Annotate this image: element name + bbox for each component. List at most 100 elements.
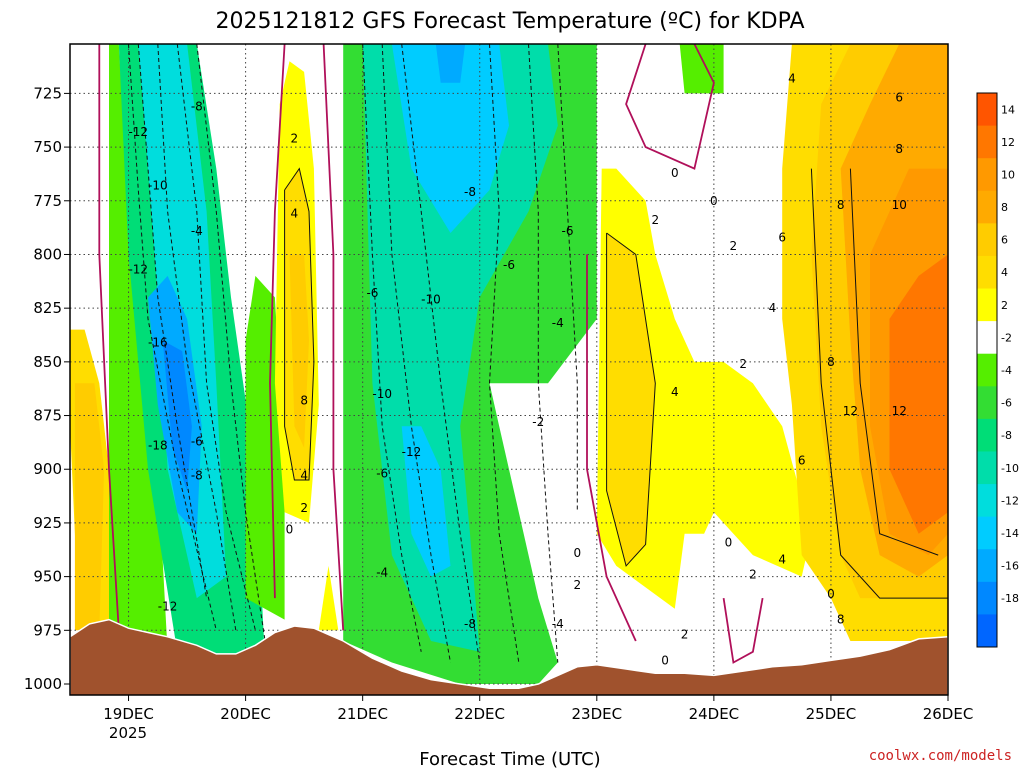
zero-contour-3 xyxy=(586,254,637,642)
colorbar-label: 2 xyxy=(1001,299,1008,312)
terrain-fill xyxy=(70,618,948,695)
contour-label: -2 xyxy=(532,415,544,429)
plot-frame xyxy=(69,43,949,696)
contour-lines xyxy=(98,44,948,664)
contour-label: 2 xyxy=(739,357,747,371)
contour-label: -12 xyxy=(128,125,148,139)
temp-region-20 xyxy=(679,44,724,94)
contour-label: 8 xyxy=(837,613,845,627)
contour-label: 4 xyxy=(300,469,308,483)
y-tick-label: 775 xyxy=(33,192,62,210)
colorbar-label: 14 xyxy=(1001,103,1015,116)
contour-label: -8 xyxy=(464,617,476,631)
colorbar-label: 12 xyxy=(1001,136,1015,149)
contour-label: 12 xyxy=(892,404,907,418)
x-tick-label: 22DEC xyxy=(454,705,505,723)
contour-label: -8 xyxy=(464,185,476,199)
contour-label: 4 xyxy=(769,301,777,315)
contour-labels: -12-8-10-4-12-16-18 -6-8-12248420-6-10-6-… xyxy=(128,71,906,667)
negative-contour-10 xyxy=(557,44,578,513)
contour-label: 6 xyxy=(778,230,786,244)
y-tick-label: 975 xyxy=(33,621,62,639)
x-axis: 19DEC 20DEC 21DEC 22DEC 23DEC 24DEC 25DEC 26DEC xyxy=(103,695,973,723)
contour-label: 6 xyxy=(895,91,903,105)
contour-label: 4 xyxy=(788,71,796,85)
zero-contour-5 xyxy=(722,597,764,664)
negative-contour-4 xyxy=(196,44,266,642)
colorbar-label: 4 xyxy=(1001,266,1008,279)
zero-contour-4 xyxy=(625,44,715,170)
colorbar-label: -12 xyxy=(1001,494,1019,507)
temp-region-6 xyxy=(162,340,192,491)
contour-label: 4 xyxy=(778,552,786,566)
contour-label: -10 xyxy=(372,387,392,401)
contour-label: 2 xyxy=(749,567,757,581)
colorbar-label: -16 xyxy=(1001,560,1019,573)
contour-label: 0 xyxy=(725,535,733,549)
negative-contour-9 xyxy=(528,44,559,663)
zero-contour-2 xyxy=(322,44,345,631)
terrain-layer xyxy=(70,618,948,695)
positive-contour-0 xyxy=(284,167,315,481)
colorbar-label: -6 xyxy=(1001,397,1012,410)
contour-label: 0 xyxy=(710,194,718,208)
colorbar-label: -14 xyxy=(1001,527,1019,540)
contour-label: 0 xyxy=(573,546,581,560)
contour-label: 0 xyxy=(671,166,679,180)
x-tick-label: 20DEC xyxy=(220,705,271,723)
x-axis-title: Forecast Time (UTC) xyxy=(419,749,600,768)
colorbar-label: 6 xyxy=(1001,234,1008,247)
colorbar-swatch xyxy=(977,451,997,485)
colorbar-swatch xyxy=(977,158,997,192)
colorbar-swatch xyxy=(977,93,997,127)
y-tick-label: 1000 xyxy=(24,675,62,693)
colorbar-label: 10 xyxy=(1001,168,1015,181)
colorbar-swatch xyxy=(977,516,997,550)
contour-label: -4 xyxy=(191,224,203,238)
colorbar-swatch xyxy=(977,484,997,518)
credit-text: coolwx.com/models xyxy=(869,748,1012,764)
contour-label: 8 xyxy=(300,394,308,408)
zero-contour-0 xyxy=(98,44,120,631)
colorbar-swatch xyxy=(977,288,997,322)
negative-contour-5 xyxy=(362,44,422,652)
contour-label: -16 xyxy=(148,336,168,350)
x-tick-label: 26DEC xyxy=(923,705,974,723)
x-tick-label: 21DEC xyxy=(337,705,388,723)
temp-region-12 xyxy=(318,565,339,631)
x-tick-label: 19DEC xyxy=(103,705,154,723)
contour-label: -10 xyxy=(148,179,168,193)
contour-label: -6 xyxy=(503,258,515,272)
colorbar-swatch xyxy=(977,581,997,615)
colorbar-frame xyxy=(976,92,998,648)
contour-label: -6 xyxy=(562,224,574,238)
grid-lines xyxy=(70,44,948,695)
colorbar-legend: 14 12 10 8 6 4 2 -2 -4 -6 -8 -10 -12 -14 -16 -18 xyxy=(976,92,1019,648)
contour-label: 8 xyxy=(827,355,835,369)
contour-label: -4 xyxy=(552,316,564,330)
contour-label: -12 xyxy=(128,263,148,277)
contour-label: 8 xyxy=(895,142,903,156)
y-axis: 725 750 775 800 825 850 875 900 925 950 975 1000 xyxy=(24,84,70,693)
colorbar-label: -4 xyxy=(1001,364,1012,377)
positive-contour-1 xyxy=(810,168,948,599)
colorbar-swatch xyxy=(977,321,997,355)
colorbar-swatch xyxy=(977,614,997,648)
positive-contour-2 xyxy=(849,168,939,556)
colorbar-label: 8 xyxy=(1001,201,1008,214)
colorbar-label: -18 xyxy=(1001,592,1019,605)
temp-region-11 xyxy=(289,254,309,448)
contour-label: -18 xyxy=(148,439,168,453)
negative-contour-1 xyxy=(137,44,208,599)
contour-label: 2 xyxy=(573,578,581,592)
temp-region-18 xyxy=(596,168,812,609)
contour-label: -10 xyxy=(421,293,441,307)
negative-contour-8 xyxy=(488,44,520,663)
temp-region-19 xyxy=(606,233,656,566)
colorbar-swatch xyxy=(977,353,997,387)
colorbar-label: -2 xyxy=(1001,331,1012,344)
y-tick-label: 875 xyxy=(33,407,62,425)
contour-label: 4 xyxy=(291,207,299,221)
x-axis-year-label: 2025 xyxy=(109,724,147,742)
contour-label: -6 xyxy=(366,286,378,300)
